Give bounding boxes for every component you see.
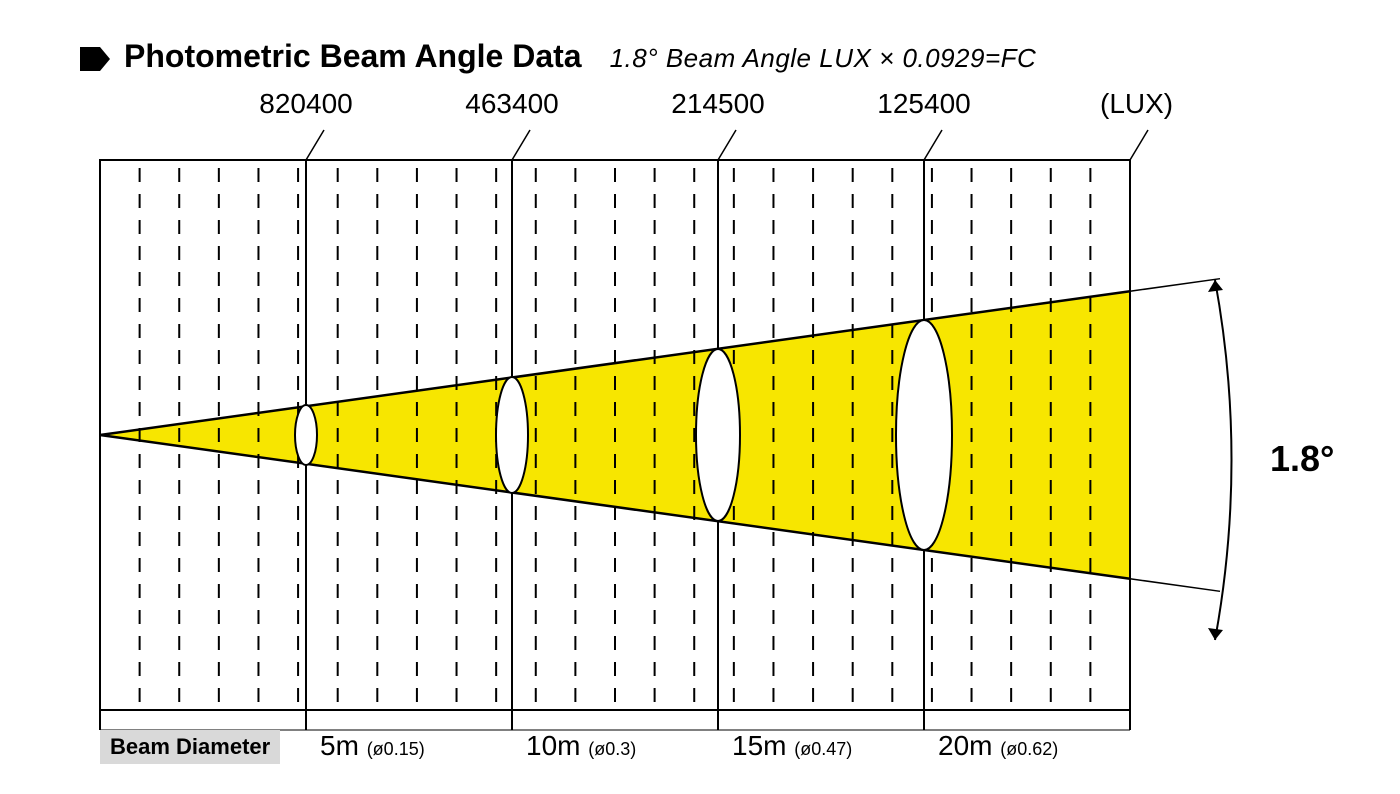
distance-row: Beam Diameter 5m (ø0.15) 10m (ø0.3) 15m … [0,730,1400,774]
distance-value: 15m [732,730,786,761]
lux-row: 820400 463400 214500 125400 (LUX) [0,88,1400,128]
distance-label: 10m (ø0.3) [526,730,636,762]
page: Photometric Beam Angle Data 1.8° Beam An… [0,0,1400,794]
distance-value: 5m [320,730,359,761]
tag-bullet-icon [80,47,110,76]
distance-label: 20m (ø0.62) [938,730,1058,762]
diameter-value: (ø0.3) [588,739,636,759]
title-sub: 1.8° Beam Angle LUX × 0.0929=FC [610,43,1037,74]
distance-value: 10m [526,730,580,761]
distance-label: 15m (ø0.47) [732,730,852,762]
angle-label: 1.8° [1270,438,1334,480]
beam-chart [100,160,1130,710]
lux-value: 820400 [259,88,352,120]
lux-unit: (LUX) [1100,88,1173,120]
distance-label: 5m (ø0.15) [320,730,425,762]
diameter-value: (ø0.15) [367,739,425,759]
lux-value: 214500 [671,88,764,120]
diameter-value: (ø0.47) [794,739,852,759]
angle-arc-icon [1130,270,1250,650]
title-row: Photometric Beam Angle Data 1.8° Beam An… [80,38,1036,75]
lux-value: 125400 [877,88,970,120]
lux-value: 463400 [465,88,558,120]
beam-diameter-label: Beam Diameter [100,730,280,764]
title-main: Photometric Beam Angle Data [124,38,582,75]
distance-value: 20m [938,730,992,761]
diameter-value: (ø0.62) [1000,739,1058,759]
